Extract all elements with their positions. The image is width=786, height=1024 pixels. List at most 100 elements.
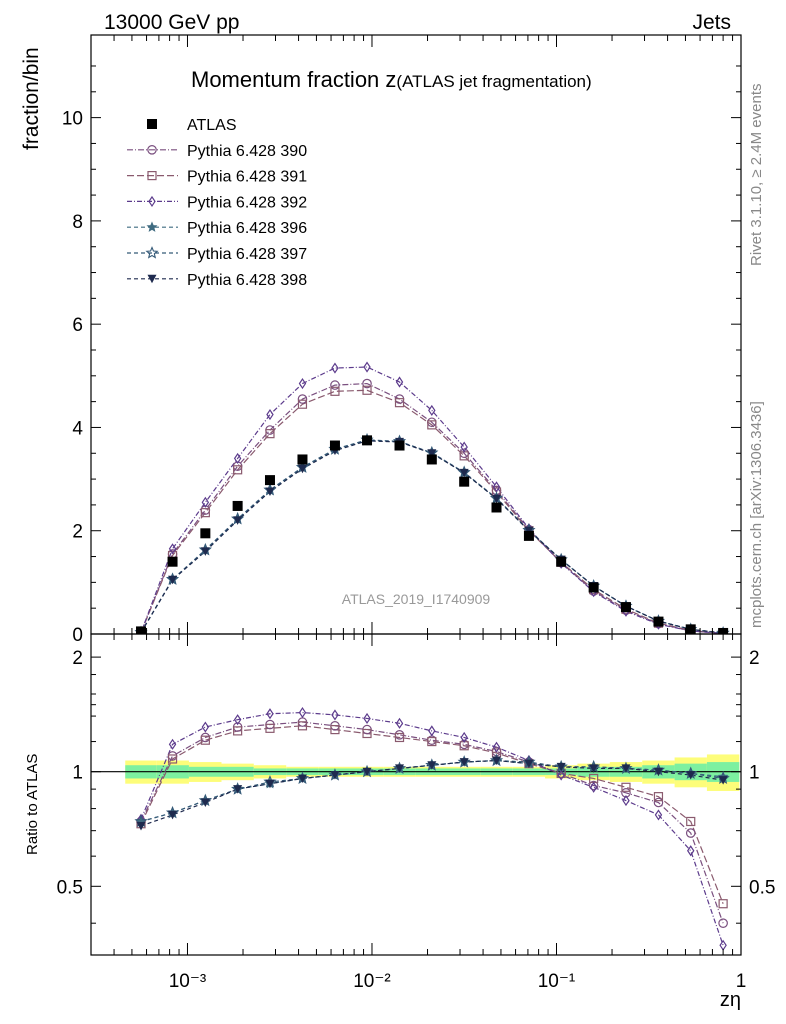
ratio-point-1	[427, 736, 437, 747]
ratio-point-1	[718, 899, 728, 909]
ratio-point-2	[687, 845, 695, 857]
ratio-point-5	[653, 767, 663, 777]
ratio-lines	[140, 711, 724, 946]
ratio-point-5	[621, 764, 631, 773]
legend-marker	[148, 195, 156, 207]
ratio-band-group	[91, 754, 741, 791]
data-point	[685, 624, 696, 634]
data-point	[362, 435, 373, 446]
ratio-tick-label-left: 2	[72, 648, 83, 669]
data-point	[232, 500, 243, 511]
series-point-1	[297, 399, 308, 409]
series-point-5	[265, 487, 275, 496]
legend: ATLAS Pythia 6.428 390 Pythia 6.428 391 Pyt…	[127, 117, 307, 289]
ratio-point-1	[621, 782, 631, 792]
legend-label: Pythia 6.428 398	[187, 272, 307, 289]
ratio-point-5	[524, 759, 534, 769]
ratio-point-5	[427, 761, 437, 770]
ratio-point-1	[394, 732, 405, 743]
ratio-point-5	[297, 774, 307, 783]
ratio-line-2	[140, 711, 724, 946]
series-point-2	[363, 361, 371, 373]
ratio-point-5	[330, 771, 340, 780]
ratio-point-2	[492, 741, 501, 753]
ratio-point-0	[588, 780, 599, 791]
series-point-2	[331, 362, 339, 374]
series-point-2	[233, 452, 242, 465]
y-tick-label: 4	[72, 418, 83, 439]
series-point-0	[362, 378, 372, 389]
data-point	[394, 440, 405, 451]
analysis-watermark: ATLAS_2019_I1740909	[342, 591, 491, 607]
ratio-point-2	[719, 939, 727, 951]
y-axis-label: fraction/bin	[20, 47, 43, 150]
ratio-uncertainty-bands	[91, 754, 741, 791]
ratio-line-1	[140, 725, 724, 904]
legend-label: Pythia 6.428 392	[187, 194, 307, 211]
ratio-line-0	[140, 721, 724, 924]
legend-label: Pythia 6.428 396	[187, 220, 307, 237]
chart-title-sub: (ATLAS jet fragmentation)	[396, 72, 591, 91]
series-point-1	[330, 386, 340, 396]
ratio-tick-label-left: 0.5	[57, 877, 83, 898]
x-tick-label: 10⁻¹	[538, 971, 576, 992]
ratio-point-2	[298, 706, 307, 719]
ratio-marks	[134, 706, 730, 951]
legend-label: ATLAS	[187, 117, 237, 134]
legend-marker	[147, 119, 157, 129]
ratio-point-5	[362, 767, 372, 777]
series-point-5	[297, 464, 307, 474]
x-tick-label: 10⁻²	[353, 971, 391, 992]
ratio-point-2	[233, 714, 242, 726]
ratio-frame	[90, 633, 742, 956]
legend-label: Pythia 6.428 397	[187, 246, 307, 263]
legend-marker	[147, 274, 157, 284]
y-tick-label: 8	[72, 212, 83, 233]
data-point	[264, 475, 275, 486]
ratio-point-1	[200, 735, 210, 745]
ratio-point-2	[395, 717, 404, 729]
y-tick-label: 0	[72, 625, 83, 646]
series-point-5	[459, 468, 469, 478]
data-point	[653, 616, 664, 627]
series-point-1	[265, 429, 275, 439]
x-tick-label: 1	[736, 971, 747, 992]
mcplots-label: mcplots.cern.ch [arXiv:1306.3436]	[748, 401, 765, 628]
data-point	[297, 454, 308, 465]
series-point-5	[233, 516, 243, 525]
series-point-1	[362, 385, 372, 395]
ratio-point-5	[686, 771, 696, 780]
ratio-point-1	[265, 723, 275, 733]
data-point	[329, 440, 340, 451]
data-marks	[134, 361, 730, 951]
ratio-point-5	[556, 762, 566, 772]
ratio-point-5	[233, 785, 243, 794]
series-point-5	[427, 449, 437, 458]
series-line-0	[140, 382, 724, 634]
series-point-1	[200, 508, 210, 518]
main-marks	[134, 361, 730, 634]
series-point-0	[297, 394, 308, 404]
ratio-point-1	[686, 816, 696, 827]
series-point-5	[168, 575, 178, 585]
ratio-point-2	[654, 809, 663, 821]
ratio-point-1	[330, 725, 340, 735]
series-point-1	[394, 398, 405, 408]
chart-title: Momentum fraction z(ATLAS jet fragmentat…	[191, 67, 592, 92]
data-point	[491, 502, 502, 513]
ratio-point-0	[718, 918, 728, 928]
series-point-2	[201, 496, 210, 508]
ratio-point-1	[233, 726, 243, 736]
y-tick-label: 6	[72, 315, 83, 336]
series-point-2	[395, 376, 404, 388]
ratio-point-2	[168, 738, 177, 750]
legend-label: Pythia 6.428 390	[187, 143, 307, 160]
data-point	[200, 528, 211, 539]
data-point	[556, 556, 567, 567]
ratio-point-2	[363, 712, 371, 725]
series-point-2	[266, 408, 274, 421]
ratio-point-1	[167, 754, 178, 764]
chart-title-main: Momentum fraction z	[191, 67, 396, 92]
ratio-point-5	[200, 798, 210, 808]
